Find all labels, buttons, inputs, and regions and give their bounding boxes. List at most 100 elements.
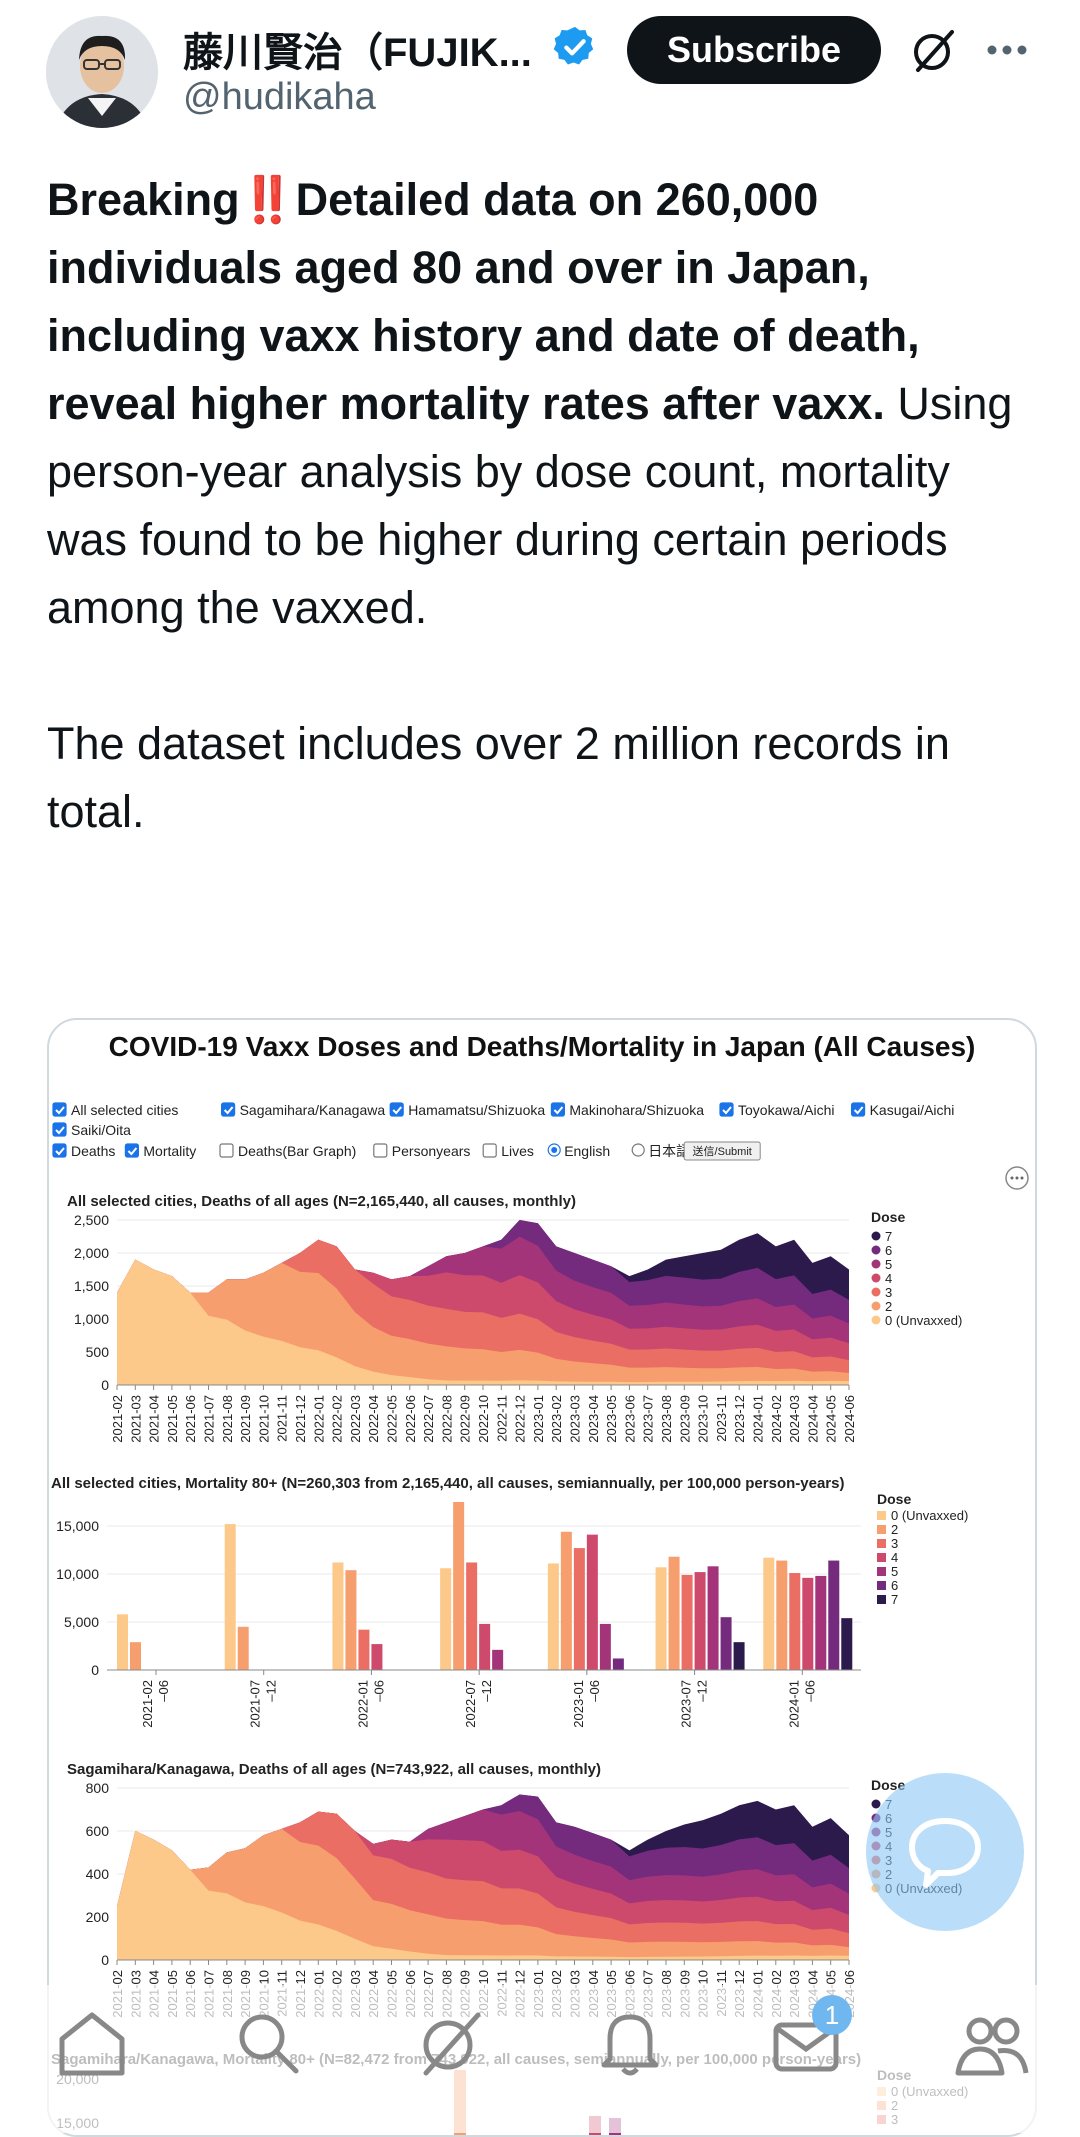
- x-tick-label: 2023-01: [531, 1395, 546, 1443]
- subscribe-button[interactable]: Subscribe: [627, 16, 881, 84]
- x-tick-label: 2022-10: [476, 1395, 491, 1443]
- submit-label: 送信/Submit: [693, 1144, 752, 1158]
- y-tick-label: 10,000: [56, 1566, 99, 1582]
- x-tick-label: 2024-01: [751, 1395, 766, 1443]
- x-tick-label: 2022-07: [421, 1395, 436, 1443]
- bar-dose-2: [776, 1560, 788, 1670]
- x-tick-label: 2022-01: [355, 1680, 370, 1728]
- y-tick-label: 500: [86, 1344, 110, 1360]
- ellipsis-icon[interactable]: [1005, 1166, 1029, 1190]
- option-checkbox[interactable]: [482, 1143, 497, 1158]
- x-tick-label: –12: [695, 1680, 710, 1702]
- messages-badge: 1: [812, 1995, 852, 2035]
- x-tick-label: 2021-02: [110, 1395, 125, 1443]
- legend-label: 2: [885, 1299, 892, 1314]
- bar-dose-4: [371, 1644, 383, 1670]
- chart-deaths-all-cities: All selected cities, Deaths of all ages …: [67, 1193, 962, 1443]
- city-checkbox-check: [553, 1106, 564, 1115]
- x-tick-label: 2024-04: [805, 1395, 820, 1443]
- notifications-icon[interactable]: [590, 2003, 670, 2083]
- legend-label: 0 (Unvaxxed): [885, 1313, 962, 1328]
- grok-icon[interactable]: [410, 2003, 490, 2083]
- bar-dose-2: [560, 1531, 572, 1670]
- messages-icon[interactable]: [766, 2003, 846, 2083]
- x-tick-label: 2021-11: [275, 1395, 290, 1442]
- bar-dose-2: [668, 1556, 680, 1670]
- more-icon[interactable]: [982, 30, 1032, 70]
- bottom-navigation: 1: [0, 1985, 1080, 2133]
- city-label: Saiki/Oita: [71, 1122, 131, 1138]
- chart-title: All selected cities, Deaths of all ages …: [67, 1193, 576, 1210]
- tweet-paragraph-2: The dataset includes over 2 million reco…: [47, 718, 950, 837]
- tweet-media-image[interactable]: COVID-19 Vaxx Doses and Deaths/Mortality…: [47, 1018, 1037, 2137]
- y-tick-label: 600: [86, 1823, 110, 1839]
- x-tick-label: 2021-07: [248, 1680, 263, 1728]
- search-icon[interactable]: [228, 2003, 308, 2083]
- chart-controls: All selected cities Sagamihara/Kanagawa Ha…: [52, 1102, 954, 1161]
- city-checkbox[interactable]: [221, 1102, 236, 1117]
- bar-dose-6: [828, 1560, 840, 1670]
- y-tick-label: 2,000: [74, 1245, 109, 1261]
- city-checkbox[interactable]: [850, 1102, 866, 1117]
- chart-title: All selected cities, Mortality 80+ (N=26…: [51, 1475, 844, 1492]
- option-checkbox[interactable]: [124, 1143, 140, 1158]
- bar-dose-5: [492, 1649, 504, 1670]
- city-checkbox-check: [223, 1106, 234, 1115]
- x-tick-label: 2023-03: [568, 1395, 583, 1443]
- bar-dose-5: [707, 1566, 719, 1670]
- area-dose-0: [117, 1259, 849, 1385]
- legend-label: 3: [885, 1285, 892, 1300]
- x-tick-label: 2023-09: [677, 1395, 692, 1443]
- x-tick-label: 2021-04: [147, 1395, 162, 1443]
- city-label: All selected cities: [71, 1102, 178, 1118]
- display-name[interactable]: 藤川賢治（FUJIK...: [183, 31, 532, 75]
- city-checkbox[interactable]: [52, 1122, 67, 1137]
- legend-swatch: [877, 1511, 886, 1520]
- legend-swatch: [871, 1273, 881, 1283]
- city-checkbox-check: [722, 1106, 732, 1115]
- x-tick-label: 2022-02: [330, 1395, 345, 1443]
- option-checkbox[interactable]: [219, 1143, 234, 1158]
- option-checkbox[interactable]: [52, 1143, 67, 1158]
- bar-dose-3: [466, 1562, 478, 1670]
- legend-swatch: [871, 1301, 881, 1311]
- x-tick-label: 2023-10: [696, 1395, 711, 1443]
- city-checkbox[interactable]: [550, 1102, 565, 1117]
- x-tick-label: 2022-11: [494, 1395, 509, 1442]
- grok-icon[interactable]: [908, 26, 958, 76]
- city-checkbox[interactable]: [389, 1102, 404, 1117]
- option-label: Deaths: [71, 1143, 115, 1159]
- bar-dose-0: [655, 1567, 667, 1670]
- y-tick-label: 1,500: [74, 1278, 109, 1294]
- city-checkbox-check: [392, 1106, 402, 1115]
- x-tick-label: 2024-05: [824, 1395, 839, 1443]
- reply-fab[interactable]: [866, 1773, 1024, 1931]
- option-checkbox[interactable]: [373, 1143, 388, 1158]
- submit-button[interactable]: [683, 1141, 761, 1161]
- avatar[interactable]: [46, 16, 158, 128]
- y-tick-label: 2,500: [74, 1212, 109, 1228]
- city-checkbox[interactable]: [52, 1102, 67, 1117]
- home-icon[interactable]: [52, 2003, 132, 2083]
- media-title: COVID-19 Vaxx Doses and Deaths/Mortality…: [109, 1031, 976, 1062]
- option-checkbox-check: [127, 1147, 138, 1156]
- x-tick-label: 2021-06: [183, 1395, 198, 1443]
- option-label: Personyears: [392, 1143, 471, 1159]
- option-label: Lives: [501, 1143, 534, 1159]
- option-label: Deaths(Bar Graph): [238, 1143, 356, 1159]
- x-tick-label: 2023-11: [714, 1395, 729, 1442]
- x-tick-label: 2023-02: [549, 1395, 564, 1443]
- area-dose-0: [117, 1831, 849, 1960]
- x-tick-label: 2021-09: [238, 1395, 253, 1443]
- city-checkbox[interactable]: [719, 1102, 734, 1117]
- handle[interactable]: @hudikaha: [183, 76, 376, 118]
- legend-swatch: [871, 1315, 881, 1325]
- city-label: Sagamihara/Kanagawa: [240, 1102, 386, 1118]
- y-tick-label: 5,000: [64, 1614, 99, 1630]
- language-radio[interactable]: [631, 1143, 645, 1157]
- bar-dose-0: [224, 1524, 236, 1670]
- bar-dose-3: [573, 1548, 585, 1670]
- option-label: Mortality: [143, 1143, 196, 1159]
- legend-swatch: [871, 1799, 881, 1809]
- communities-icon[interactable]: [952, 2003, 1032, 2083]
